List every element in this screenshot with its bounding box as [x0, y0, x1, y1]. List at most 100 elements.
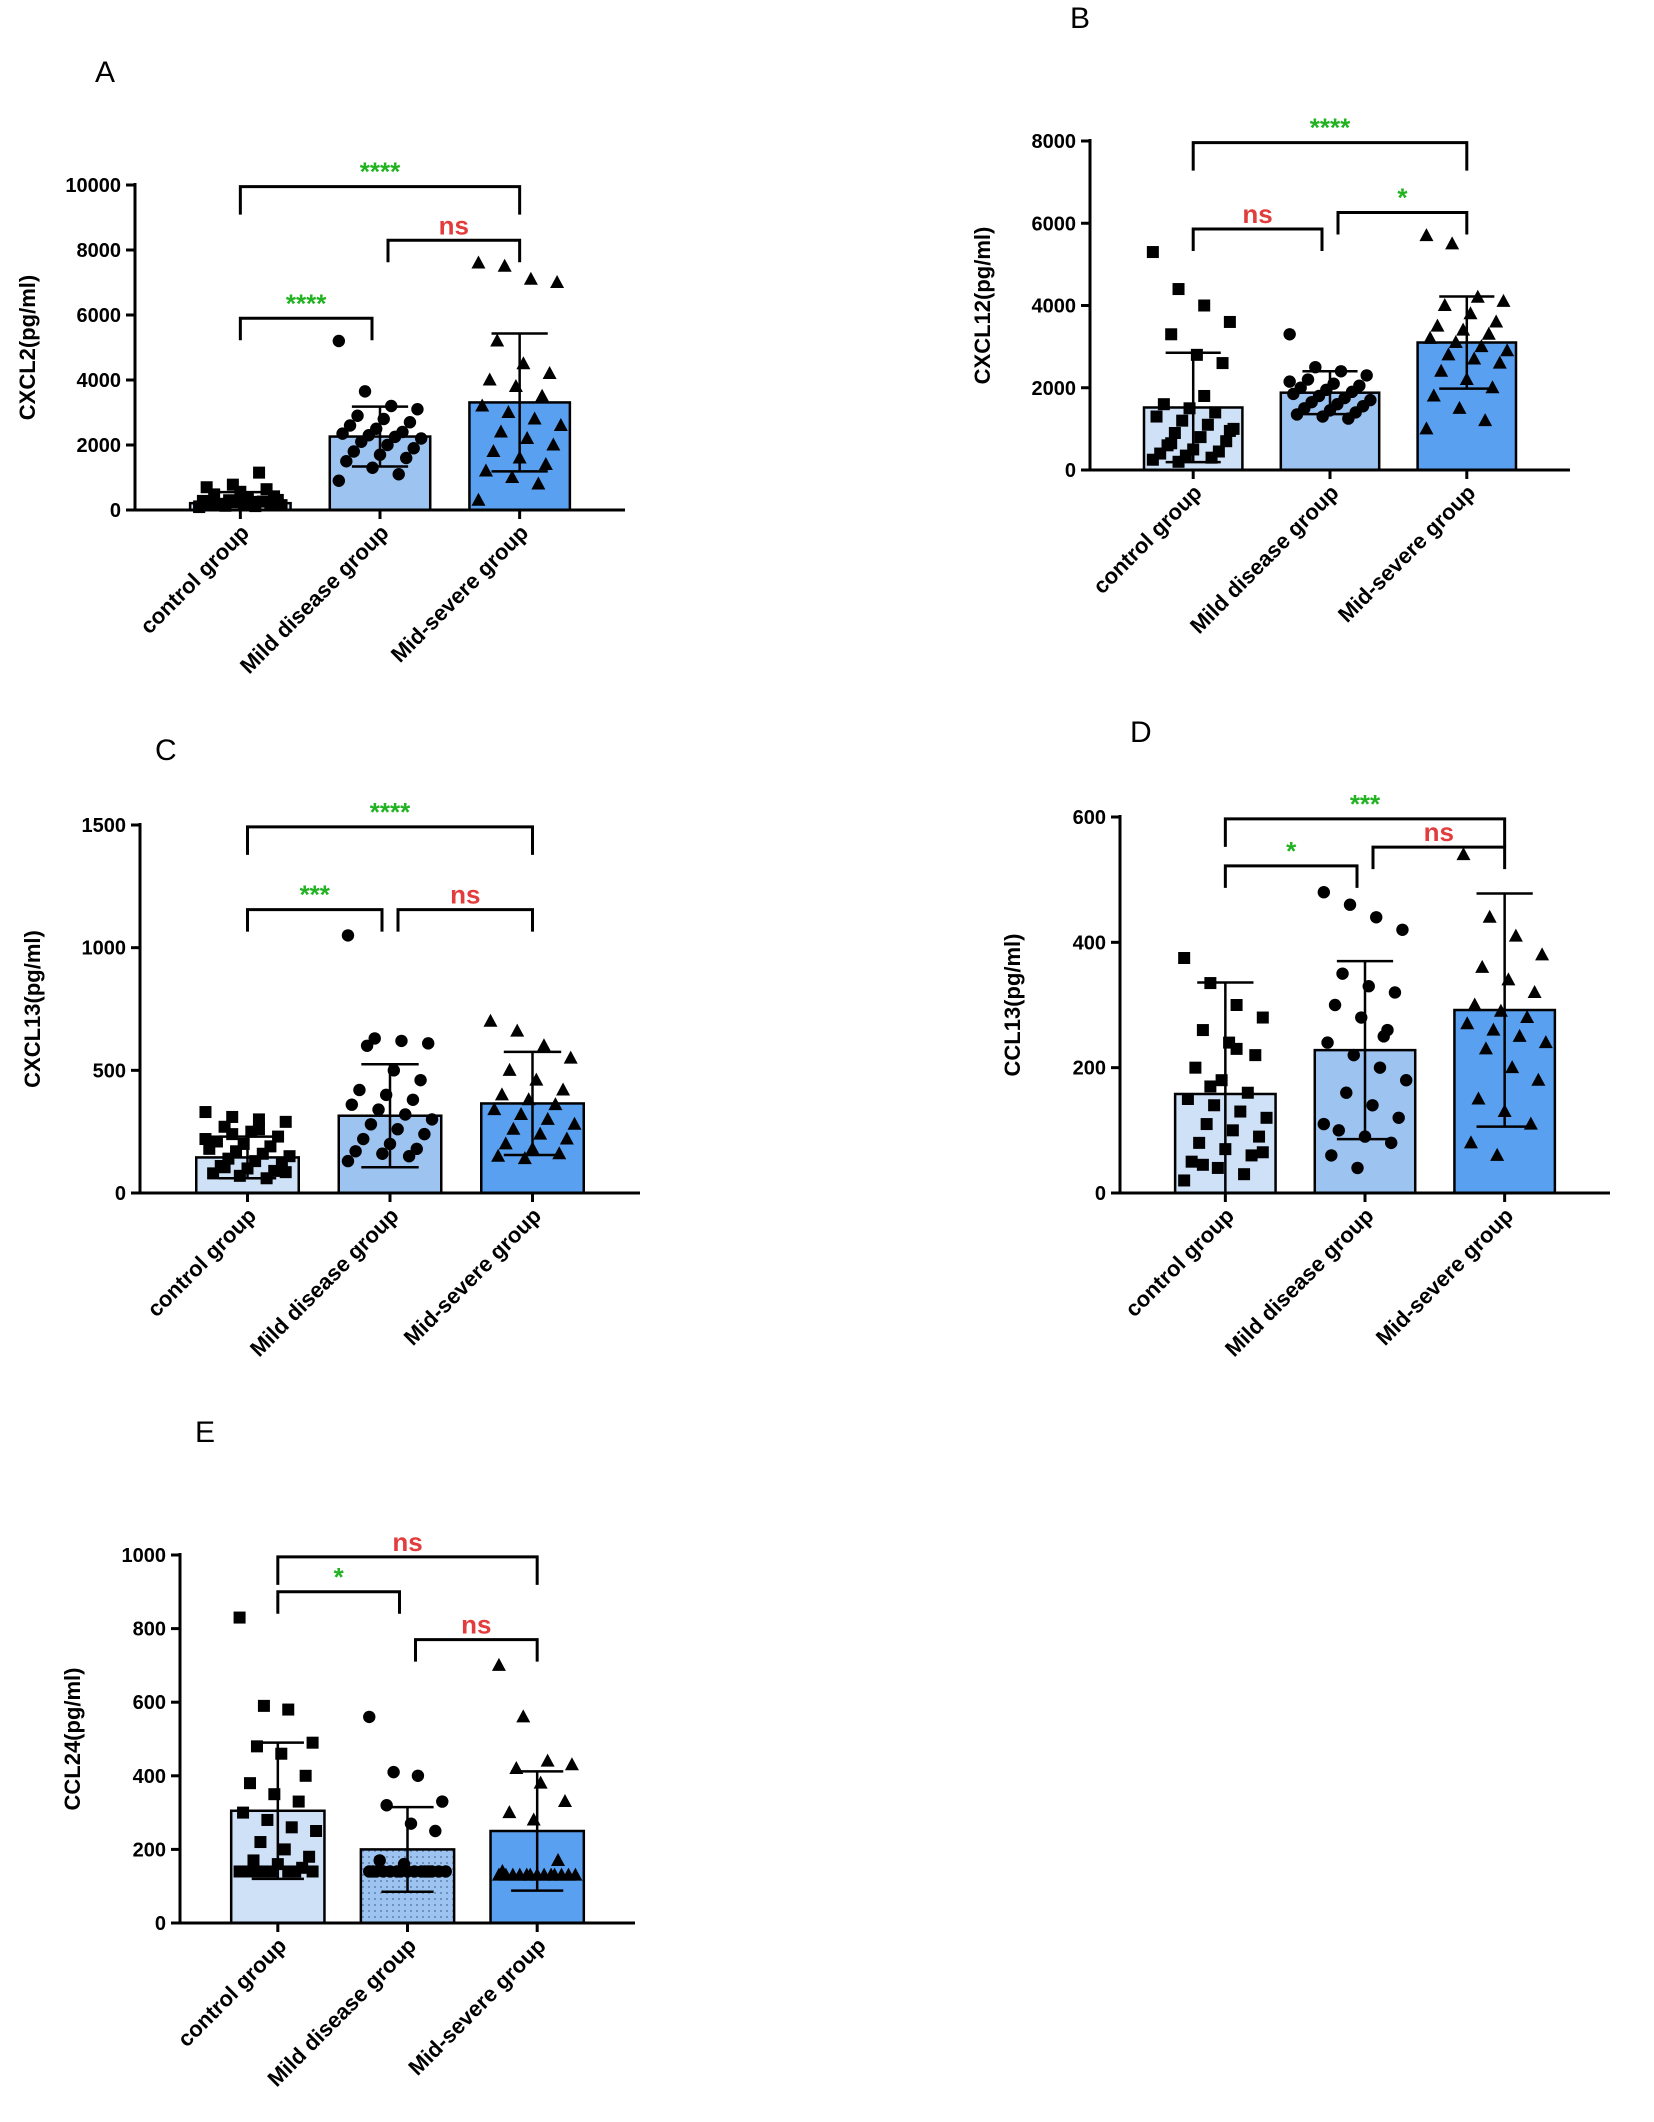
category-label: Mid-severe group — [1333, 480, 1480, 627]
data-point-triangle — [523, 1867, 538, 1881]
data-point-triangle — [533, 1775, 548, 1789]
data-point-square — [1256, 1011, 1269, 1024]
data-point-triangle — [490, 333, 505, 347]
y-tick-label: 600 — [1073, 807, 1106, 829]
data-point-square — [245, 1125, 258, 1138]
data-point-square — [1150, 410, 1163, 423]
category-label: Mid-severe group — [386, 520, 533, 667]
data-point-triangle — [547, 1867, 562, 1881]
data-point-square — [1211, 1161, 1224, 1174]
error-bar — [1439, 295, 1495, 390]
data-point-circle — [341, 929, 355, 942]
data-point-circle — [1366, 1099, 1379, 1112]
data-point-circle — [411, 1769, 425, 1783]
data-point-square — [244, 1777, 257, 1790]
y-tick-label: 4000 — [1032, 296, 1077, 318]
data-point-square — [1230, 1042, 1243, 1055]
error-bar — [511, 1770, 564, 1892]
data-point-circle — [332, 334, 346, 348]
data-point-triangle — [1489, 314, 1504, 328]
data-point-triangle — [1508, 928, 1523, 942]
data-point-circle — [394, 1865, 407, 1878]
data-point-circle — [1283, 328, 1296, 341]
significance-bracket: *** — [246, 880, 384, 932]
data-point-circle — [1290, 408, 1304, 421]
data-point-circle — [1351, 1161, 1364, 1175]
data-point-square — [218, 1161, 231, 1174]
data-point-triangle — [1471, 1091, 1486, 1105]
category-label: Mid-severe group — [399, 1203, 546, 1350]
data-point-triangle — [1535, 947, 1550, 961]
data-point-circle — [418, 1865, 432, 1878]
data-point-circle — [360, 1039, 374, 1053]
data-point-circle — [332, 474, 346, 487]
data-point-triangle — [1445, 236, 1460, 250]
data-point-circle — [1317, 1117, 1331, 1131]
data-point-triangle — [1482, 909, 1497, 923]
data-point-triangle — [475, 398, 490, 412]
category-label: Mid-severe group — [403, 1933, 550, 2080]
data-point-triangle — [1496, 293, 1511, 307]
data-point-circle — [1370, 911, 1383, 924]
panel-letter: A — [95, 56, 115, 89]
data-point-square — [1165, 328, 1178, 341]
data-point-triangle — [1460, 1016, 1475, 1030]
error-bar — [251, 1741, 304, 1881]
data-point-triangle — [1500, 343, 1515, 357]
data-point-circle — [414, 1073, 427, 1087]
points-control — [233, 1611, 323, 1878]
data-point-circle — [381, 438, 394, 452]
data-point-triangle — [1467, 997, 1482, 1011]
significance-label: ns — [392, 1527, 422, 1557]
data-point-square — [1198, 389, 1211, 402]
data-point-square — [1230, 999, 1243, 1011]
points-mild — [332, 334, 428, 487]
data-point-circle — [1283, 375, 1296, 388]
data-point-square — [1234, 1105, 1247, 1118]
data-point-circle — [1317, 886, 1331, 899]
y-tick-label: 1000 — [122, 1545, 167, 1567]
data-point-square — [282, 1703, 295, 1716]
data-point-triangle — [478, 463, 493, 477]
y-tick-label: 4000 — [77, 370, 122, 392]
data-point-circle — [414, 432, 428, 445]
data-point-triangle — [540, 1111, 555, 1125]
data-point-triangle — [491, 1867, 506, 1881]
data-point-circle — [355, 435, 368, 448]
points-mild — [1317, 886, 1413, 1175]
data-point-square — [1245, 1149, 1258, 1162]
significance-bracket: **** — [1191, 113, 1469, 171]
data-point-triangle — [548, 1097, 563, 1111]
data-point-square — [1209, 406, 1222, 419]
data-point-triangle — [536, 1038, 551, 1052]
panel-letter: D — [1130, 716, 1152, 749]
data-point-square — [299, 1769, 312, 1782]
y-tick-label: 2000 — [77, 435, 122, 457]
category-label: Mild disease group — [245, 1203, 404, 1362]
data-point-triangle — [505, 470, 520, 483]
significance-label: **** — [1310, 113, 1351, 143]
data-point-square — [282, 1865, 295, 1878]
significance-bracket: **** — [238, 288, 374, 341]
data-point-square — [1185, 1155, 1198, 1168]
data-point-circle — [1396, 923, 1409, 936]
data-point-circle — [366, 461, 379, 474]
data-point-square — [272, 1130, 285, 1143]
y-tick-label: 0 — [1065, 460, 1076, 482]
data-point-triangle — [542, 366, 557, 379]
data-point-triangle — [1419, 228, 1434, 242]
data-point-square — [203, 1142, 216, 1155]
data-point-square — [254, 1836, 267, 1849]
category-label: control group — [1120, 1203, 1239, 1322]
data-point-circle — [418, 1127, 431, 1141]
data-point-circle — [395, 1034, 408, 1048]
data-point-circle — [1399, 1074, 1413, 1087]
data-point-circle — [353, 1083, 366, 1097]
data-point-triangle — [1434, 363, 1449, 377]
data-point-triangle — [491, 1657, 506, 1671]
data-point-square — [247, 1854, 260, 1867]
data-point-square — [1178, 1174, 1191, 1187]
data-point-circle — [392, 468, 405, 481]
